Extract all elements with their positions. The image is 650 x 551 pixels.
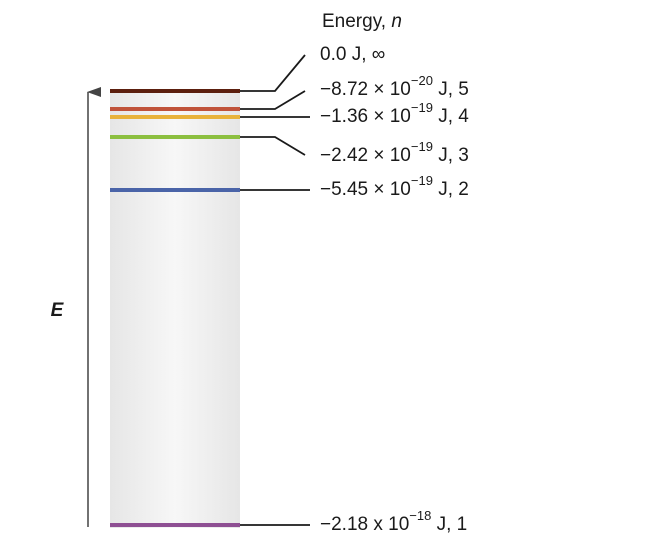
header-title: Energy,	[322, 11, 391, 32]
leader	[240, 136, 306, 156]
leader	[240, 90, 306, 110]
level-column	[110, 90, 240, 528]
level-base: −2.18 x 10	[320, 514, 409, 535]
level-label: −2.42 × 10−19 J, 3	[320, 139, 469, 166]
level-rest: J, 1	[431, 514, 467, 535]
level-rest: J, 2	[433, 179, 469, 200]
level-exponent: −19	[411, 173, 433, 188]
level-base: −1.36 × 10	[320, 106, 411, 127]
level-label: −1.36 × 10−19 J, 4	[320, 100, 469, 127]
level-label: −2.18 x 10−18 J, 1	[320, 508, 467, 535]
level-label: −8.72 × 10−20 J, 5	[320, 73, 469, 100]
level-exponent: −18	[409, 508, 431, 523]
level-exponent: −20	[411, 73, 433, 88]
level-base: −8.72 × 10	[320, 79, 411, 100]
level-label: 0.0 J, ∞	[320, 44, 385, 65]
leader	[240, 54, 306, 92]
level-rest: J, 4	[433, 106, 469, 127]
level-base: −2.42 × 10	[320, 145, 411, 166]
level-rest: J, 3	[433, 145, 469, 166]
level-base: −5.45 × 10	[320, 179, 411, 200]
axis-label: E	[51, 300, 65, 321]
header-variable: n	[391, 11, 402, 32]
level-rest: J, 5	[433, 79, 469, 100]
level-exponent: −19	[411, 100, 433, 115]
header: Energy, n	[322, 11, 402, 32]
level-label: −5.45 × 10−19 J, 2	[320, 173, 469, 200]
level-exponent: −19	[411, 139, 433, 154]
